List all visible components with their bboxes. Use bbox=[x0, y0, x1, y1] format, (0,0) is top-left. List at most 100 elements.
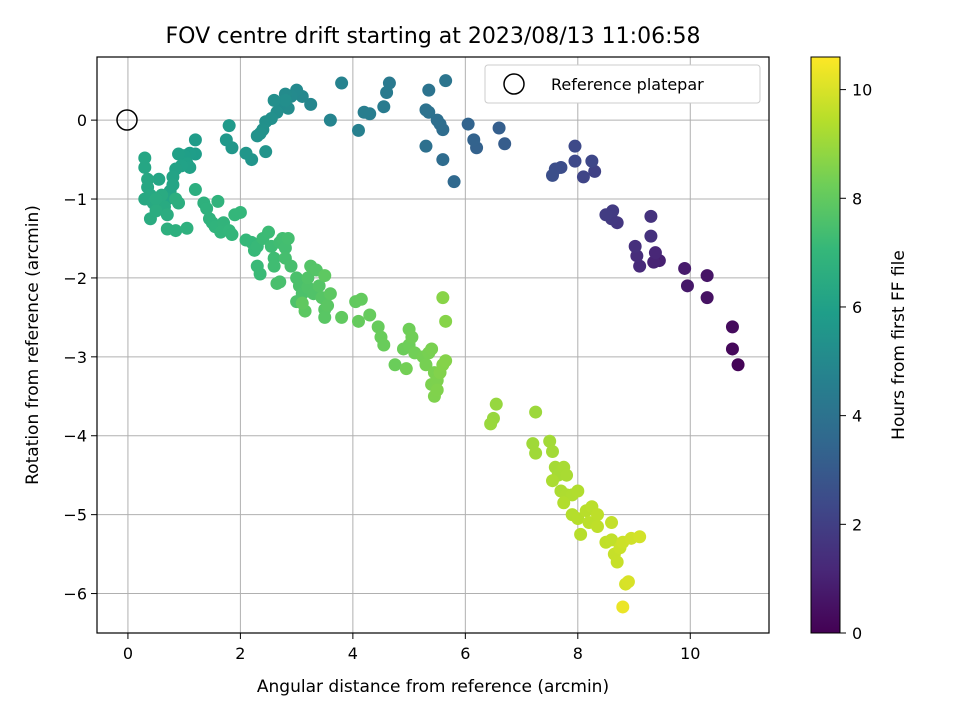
data-point bbox=[149, 204, 163, 218]
y-tick-label: −2 bbox=[63, 269, 87, 288]
x-tick-label: 8 bbox=[573, 644, 583, 663]
data-point bbox=[605, 516, 619, 530]
colorbar-tick-label: 10 bbox=[852, 81, 872, 100]
colorbar bbox=[810, 56, 841, 634]
legend: Reference platepar bbox=[484, 64, 761, 104]
data-point bbox=[377, 100, 391, 114]
data-point bbox=[250, 129, 264, 143]
data-point bbox=[571, 512, 585, 526]
data-point bbox=[335, 76, 349, 90]
reference-platepar-marker bbox=[116, 109, 138, 131]
data-point bbox=[371, 320, 385, 334]
data-point bbox=[318, 269, 332, 283]
data-point bbox=[648, 246, 662, 260]
colorbar-tick-label: 0 bbox=[852, 624, 862, 643]
data-point bbox=[430, 383, 444, 397]
data-point bbox=[149, 192, 163, 206]
data-point bbox=[405, 330, 419, 344]
data-point bbox=[633, 530, 647, 544]
data-point bbox=[616, 600, 630, 614]
data-point bbox=[644, 209, 658, 223]
data-point bbox=[568, 154, 582, 168]
data-point bbox=[219, 133, 233, 147]
data-point bbox=[680, 279, 694, 293]
data-point bbox=[725, 320, 739, 334]
data-point bbox=[278, 93, 292, 107]
data-point bbox=[568, 139, 582, 153]
data-point bbox=[571, 484, 585, 498]
data-point bbox=[529, 446, 543, 460]
data-point bbox=[467, 133, 481, 147]
data-point bbox=[560, 468, 574, 482]
data-point bbox=[498, 137, 512, 151]
data-point bbox=[430, 113, 444, 127]
data-point bbox=[439, 354, 453, 368]
data-point bbox=[590, 508, 604, 522]
colorbar-ticks: 0 2 4 6 8 10 bbox=[840, 81, 872, 643]
data-point bbox=[599, 208, 613, 222]
data-point bbox=[700, 291, 714, 305]
data-point bbox=[295, 296, 309, 310]
data-point bbox=[399, 362, 413, 376]
data-point bbox=[439, 74, 453, 88]
data-point bbox=[188, 183, 202, 197]
data-point bbox=[253, 267, 267, 281]
data-point bbox=[222, 119, 236, 133]
data-point bbox=[545, 445, 559, 459]
x-tick-label: 10 bbox=[680, 644, 700, 663]
data-point bbox=[351, 314, 365, 328]
data-point bbox=[484, 417, 498, 431]
data-point bbox=[700, 269, 714, 283]
data-point bbox=[354, 292, 368, 306]
data-point bbox=[312, 279, 326, 293]
colorbar-tick-label: 2 bbox=[852, 515, 862, 534]
data-point bbox=[447, 175, 461, 189]
x-tick-label: 6 bbox=[460, 644, 470, 663]
data-point bbox=[605, 533, 619, 547]
data-point bbox=[489, 397, 503, 411]
data-points bbox=[138, 74, 745, 614]
data-point bbox=[200, 201, 214, 215]
y-tick-label: −1 bbox=[63, 190, 87, 209]
data-point bbox=[323, 113, 337, 127]
legend-marker-icon bbox=[503, 73, 525, 95]
data-point bbox=[233, 205, 247, 219]
data-point bbox=[628, 239, 642, 253]
data-point bbox=[138, 151, 152, 165]
data-point bbox=[621, 575, 635, 589]
data-point bbox=[259, 145, 273, 159]
data-point bbox=[731, 358, 745, 372]
data-point bbox=[239, 146, 253, 160]
colorbar-label: Hours from first FF file bbox=[889, 250, 909, 440]
x-axis-ticks: 0 2 4 6 8 10 bbox=[123, 633, 700, 663]
data-point bbox=[545, 474, 559, 488]
data-point bbox=[267, 93, 281, 107]
data-point bbox=[678, 261, 692, 275]
data-point bbox=[461, 117, 475, 131]
x-axis-label: Angular distance from reference (arcmin) bbox=[257, 677, 609, 697]
data-point bbox=[576, 170, 590, 184]
data-point bbox=[529, 405, 543, 419]
data-point bbox=[318, 310, 332, 324]
colorbar-tick-label: 6 bbox=[852, 298, 862, 317]
colorbar-tick-label: 8 bbox=[852, 189, 862, 208]
y-axis-ticks: −6 −5 −4 −3 −2 −1 0 bbox=[63, 111, 97, 604]
data-point bbox=[304, 97, 318, 111]
x-tick-label: 2 bbox=[235, 644, 245, 663]
legend-box bbox=[484, 64, 761, 104]
colorbar-tick-label: 4 bbox=[852, 407, 862, 426]
y-axis-label: Rotation from reference (arcmin) bbox=[23, 205, 43, 485]
data-point bbox=[138, 160, 152, 174]
data-point bbox=[188, 133, 202, 147]
data-point bbox=[425, 342, 439, 356]
data-point bbox=[160, 222, 174, 236]
data-point bbox=[422, 83, 436, 97]
data-point bbox=[492, 121, 506, 135]
x-tick-label: 0 bbox=[123, 644, 133, 663]
data-point bbox=[545, 168, 559, 182]
y-tick-label: −6 bbox=[63, 585, 87, 604]
chart-title: FOV centre drift starting at 2023/08/13 … bbox=[166, 24, 701, 49]
data-point bbox=[436, 153, 450, 167]
data-point bbox=[262, 225, 276, 239]
